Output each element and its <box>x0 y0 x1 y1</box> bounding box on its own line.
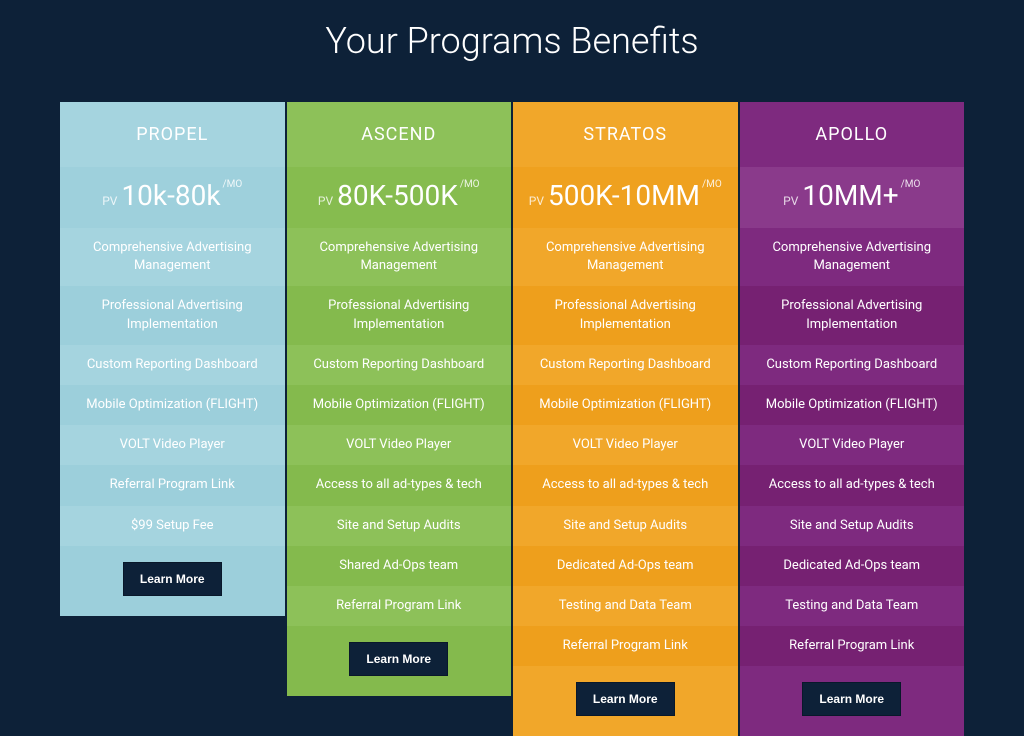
range-value: 10k-80k <box>121 179 220 212</box>
range-value: 80K-500K <box>337 179 458 212</box>
feature-item: VOLT Video Player <box>513 425 738 465</box>
features-list: Comprehensive Advertising ManagementProf… <box>740 228 965 666</box>
cta-wrap: Learn More <box>740 666 965 736</box>
feature-item: Dedicated Ad-Ops team <box>740 546 965 586</box>
feature-item: Site and Setup Audits <box>740 506 965 546</box>
feature-item: Access to all ad-types & tech <box>287 465 512 505</box>
features-list: Comprehensive Advertising ManagementProf… <box>513 228 738 666</box>
card-range: PV 10k-80k/MO <box>60 167 285 228</box>
feature-item: Testing and Data Team <box>513 586 738 626</box>
feature-item: Access to all ad-types & tech <box>513 465 738 505</box>
range-suffix: /MO <box>460 179 480 190</box>
feature-item: Comprehensive Advertising Management <box>60 228 285 286</box>
learn-more-button[interactable]: Learn More <box>123 562 222 596</box>
learn-more-button[interactable]: Learn More <box>349 642 448 676</box>
feature-item: Comprehensive Advertising Management <box>513 228 738 286</box>
pricing-card-propel: PROPEL PV 10k-80k/MO Comprehensive Advertis… <box>60 102 285 616</box>
feature-item: Shared Ad-Ops team <box>287 546 512 586</box>
feature-item: Referral Program Link <box>740 626 965 666</box>
feature-item: Dedicated Ad-Ops team <box>513 546 738 586</box>
range-prefix: PV <box>102 194 117 208</box>
feature-item: Mobile Optimization (FLIGHT) <box>513 385 738 425</box>
feature-item: VOLT Video Player <box>60 425 285 465</box>
feature-item: Testing and Data Team <box>740 586 965 626</box>
feature-item: Site and Setup Audits <box>513 506 738 546</box>
feature-item: Referral Program Link <box>513 626 738 666</box>
feature-item: Custom Reporting Dashboard <box>287 345 512 385</box>
range-prefix: PV <box>318 194 333 208</box>
feature-item: VOLT Video Player <box>740 425 965 465</box>
card-name: STRATOS <box>513 102 738 167</box>
feature-item: Comprehensive Advertising Management <box>287 228 512 286</box>
range-suffix: /MO <box>901 179 921 190</box>
feature-item: Custom Reporting Dashboard <box>740 345 965 385</box>
feature-item: Referral Program Link <box>60 465 285 505</box>
feature-item: Professional Advertising Implementation <box>513 286 738 344</box>
cta-wrap: Learn More <box>287 626 512 696</box>
pricing-card-ascend: ASCEND PV 80K-500K/MO Comprehensive Adverti… <box>287 102 512 696</box>
page-title: Your Programs Benefits <box>60 20 964 62</box>
card-name: ASCEND <box>287 102 512 167</box>
feature-item: Mobile Optimization (FLIGHT) <box>60 385 285 425</box>
feature-item: Professional Advertising Implementation <box>740 286 965 344</box>
card-range: PV 500K-10MM/MO <box>513 167 738 228</box>
features-list: Comprehensive Advertising ManagementProf… <box>60 228 285 546</box>
feature-item: Comprehensive Advertising Management <box>740 228 965 286</box>
feature-item: Custom Reporting Dashboard <box>513 345 738 385</box>
range-prefix: PV <box>783 194 798 208</box>
pricing-card-apollo: APOLLO PV 10MM+/MO Comprehensive Advertisin… <box>740 102 965 736</box>
card-range: PV 80K-500K/MO <box>287 167 512 228</box>
cta-wrap: Learn More <box>60 546 285 616</box>
range-suffix: /MO <box>223 179 243 190</box>
card-range: PV 10MM+/MO <box>740 167 965 228</box>
card-name: APOLLO <box>740 102 965 167</box>
feature-item: VOLT Video Player <box>287 425 512 465</box>
range-suffix: /MO <box>702 179 722 190</box>
feature-item: Professional Advertising Implementation <box>287 286 512 344</box>
feature-item: Mobile Optimization (FLIGHT) <box>287 385 512 425</box>
feature-item: Custom Reporting Dashboard <box>60 345 285 385</box>
feature-item: Referral Program Link <box>287 586 512 626</box>
cta-wrap: Learn More <box>513 666 738 736</box>
feature-item: Professional Advertising Implementation <box>60 286 285 344</box>
feature-item: Site and Setup Audits <box>287 506 512 546</box>
pricing-card-stratos: STRATOS PV 500K-10MM/MO Comprehensive Adver… <box>513 102 738 736</box>
card-name: PROPEL <box>60 102 285 167</box>
range-prefix: PV <box>529 194 544 208</box>
range-value: 10MM+ <box>802 179 898 212</box>
pricing-grid: PROPEL PV 10k-80k/MO Comprehensive Advertis… <box>60 102 964 736</box>
feature-item: Mobile Optimization (FLIGHT) <box>740 385 965 425</box>
feature-item: $99 Setup Fee <box>60 506 285 546</box>
features-list: Comprehensive Advertising ManagementProf… <box>287 228 512 626</box>
learn-more-button[interactable]: Learn More <box>802 682 901 716</box>
learn-more-button[interactable]: Learn More <box>576 682 675 716</box>
range-value: 500K-10MM <box>548 179 700 212</box>
feature-item: Access to all ad-types & tech <box>740 465 965 505</box>
